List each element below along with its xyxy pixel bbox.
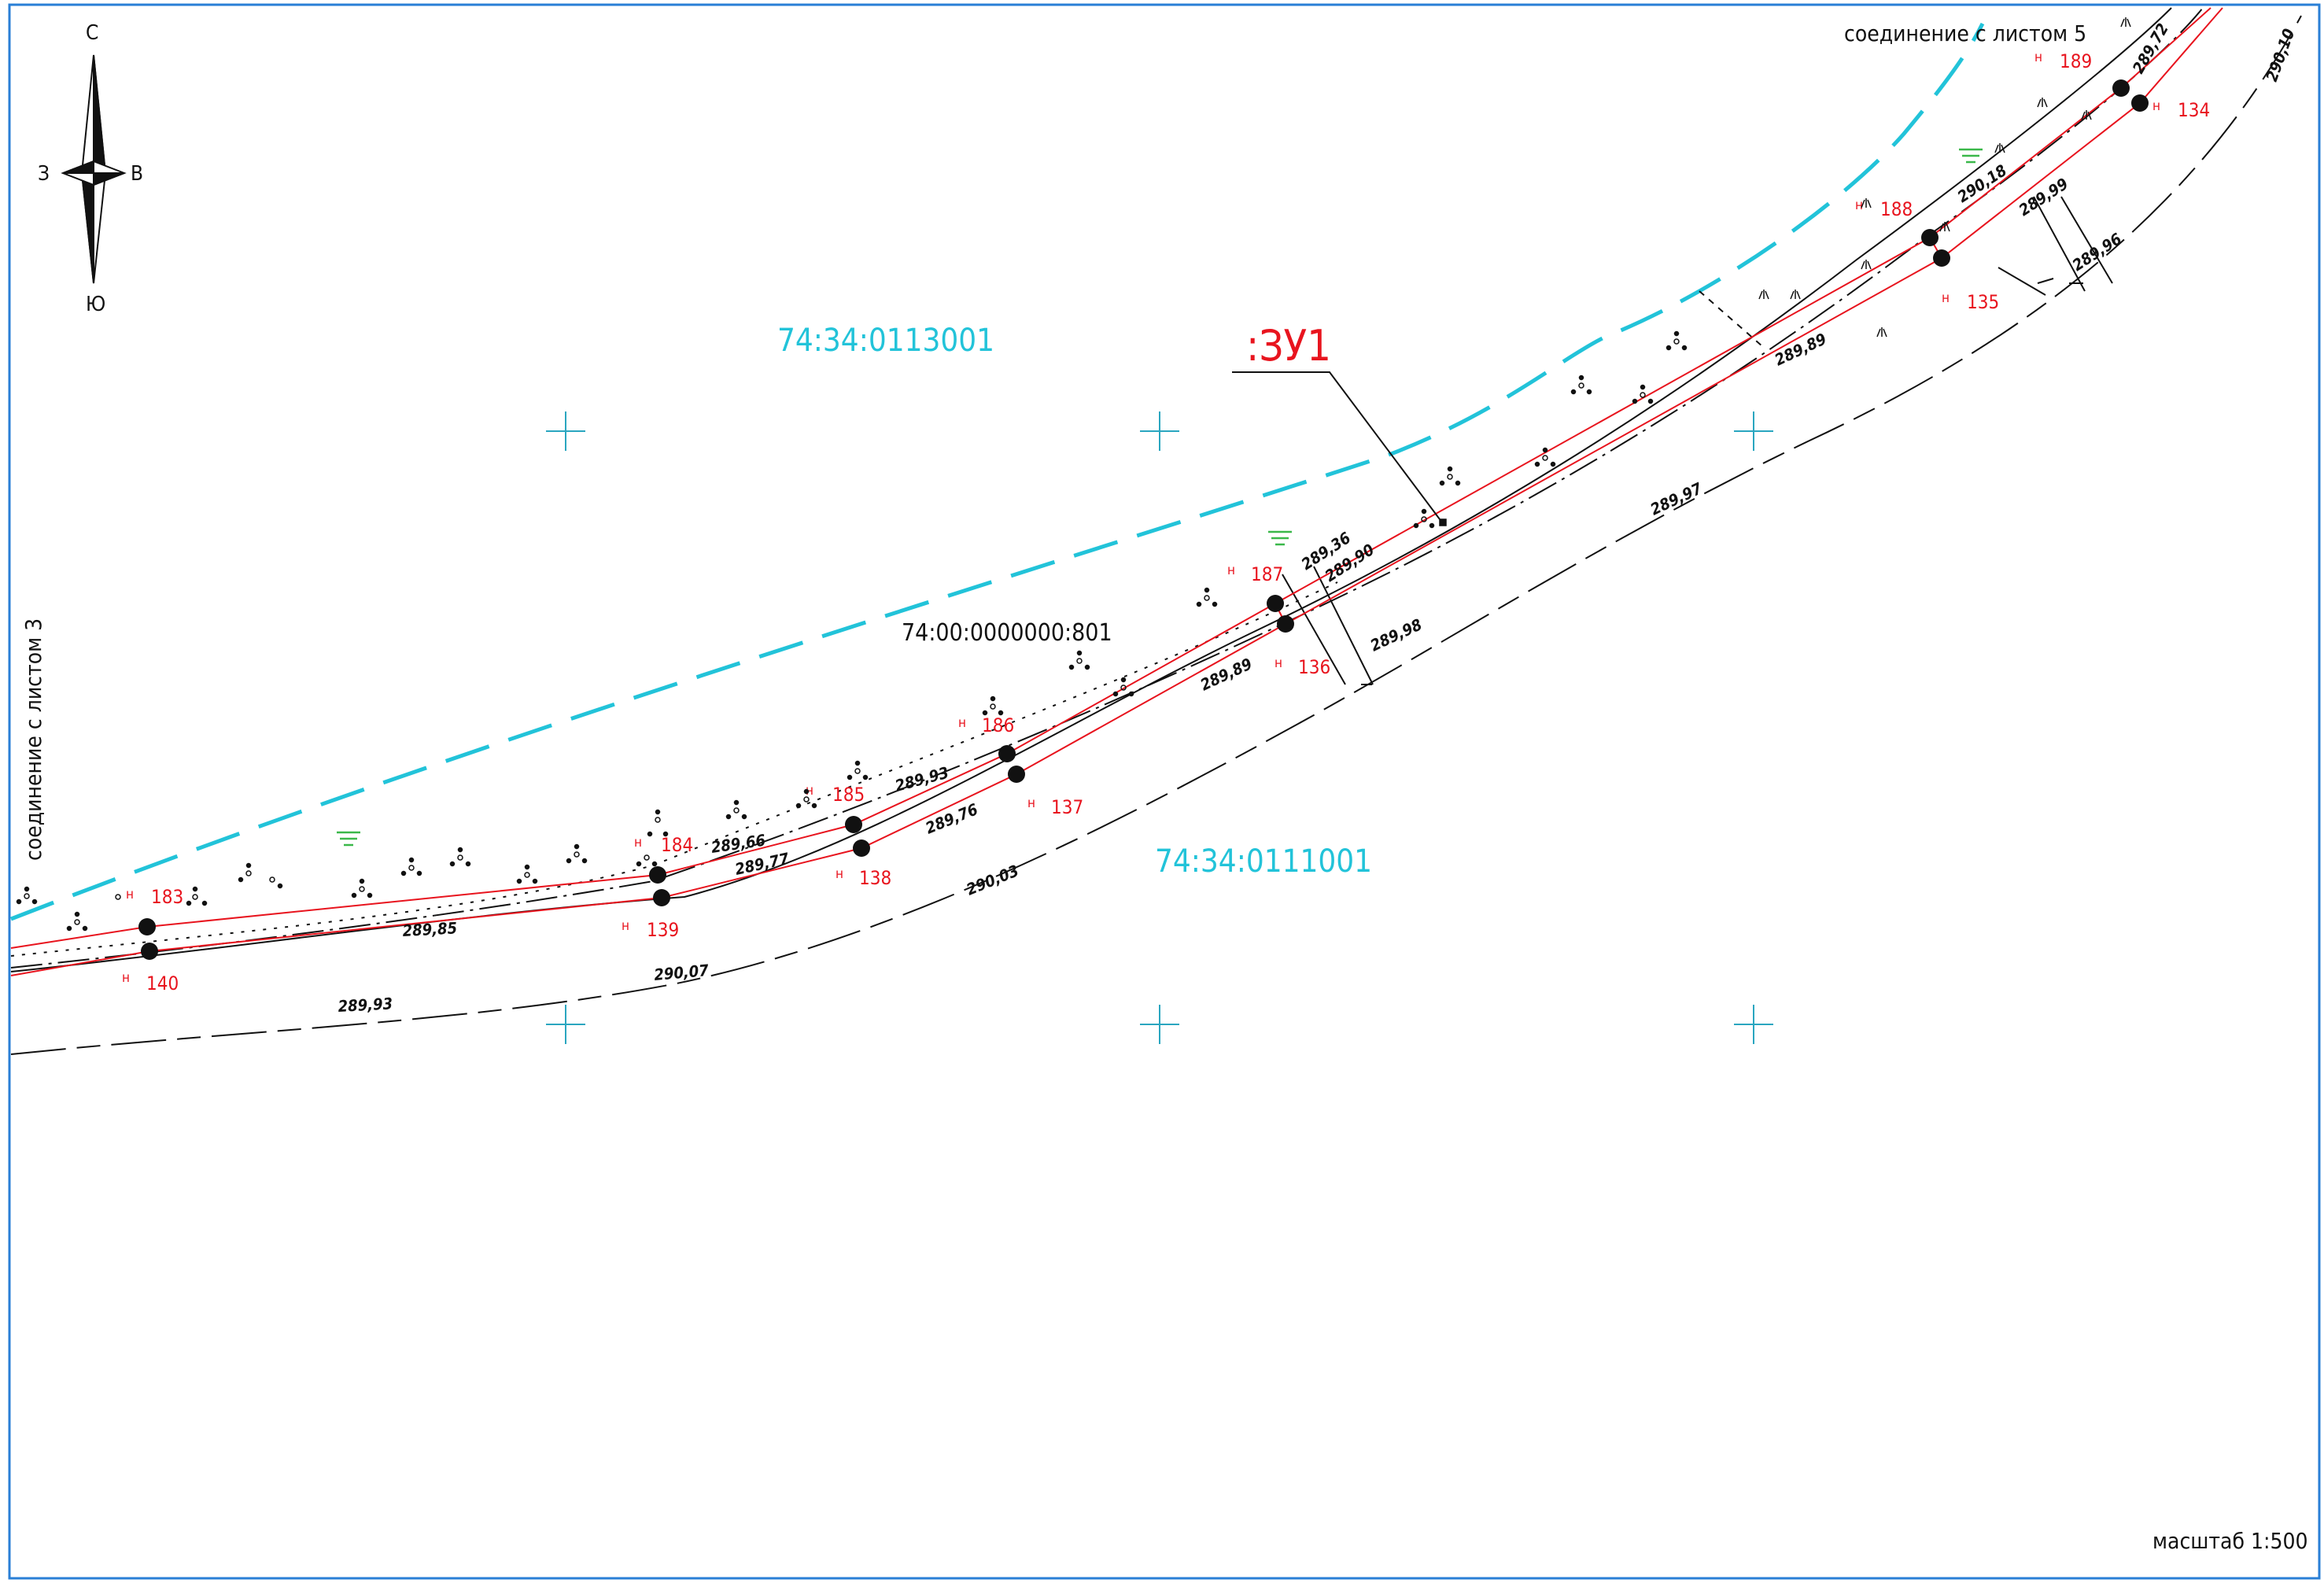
svg-text:н: н — [2034, 50, 2042, 65]
point-184 — [649, 866, 666, 884]
point-140 — [141, 943, 158, 960]
zone-label: :ЗУ1 — [1246, 321, 1331, 371]
quarter-boundary-line — [10, 22, 1985, 921]
svg-text:134: 134 — [2178, 99, 2210, 121]
svg-text:137: 137 — [1051, 796, 1083, 818]
point-186 — [998, 745, 1016, 762]
svg-text:138: 138 — [859, 867, 891, 889]
zone-leader-line — [1232, 371, 1441, 520]
point-139 — [653, 889, 670, 906]
svg-text:139: 139 — [647, 919, 679, 941]
svg-text:н: н — [806, 783, 813, 799]
connection-top-label: соединение с листом 5 — [1844, 20, 2086, 46]
svg-text:289,85: 289,85 — [402, 918, 458, 940]
svg-text:136: 136 — [1298, 656, 1330, 678]
svg-text:290,10: 290,10 — [2262, 26, 2298, 83]
compass-south-label: Ю — [86, 293, 105, 316]
svg-text:н: н — [634, 835, 642, 851]
svg-text:289,89: 289,89 — [1772, 329, 1829, 369]
svg-text:н: н — [836, 866, 843, 882]
svg-text:н: н — [126, 887, 134, 902]
point-189 — [2112, 79, 2130, 97]
svg-text:290,03: 290,03 — [964, 861, 1021, 899]
point-137 — [1008, 766, 1025, 783]
point-138 — [853, 839, 870, 857]
cadastral-parcel-label: 74:00:0000000:801 — [902, 619, 1112, 647]
land-plot-boundary — [10, 7, 2223, 976]
svg-text:186: 186 — [982, 714, 1014, 736]
point-187 — [1267, 595, 1284, 612]
svg-text:189: 189 — [2060, 50, 2092, 72]
point-135 — [1933, 249, 1950, 267]
grid-crosses — [546, 411, 1773, 1044]
svg-text:184: 184 — [661, 834, 693, 856]
svg-text:188: 188 — [1880, 198, 1913, 220]
cadastral-quarter-south: 74:34:0111001 — [1155, 843, 1372, 880]
svg-text:н: н — [958, 715, 966, 731]
point-188 — [1921, 229, 1939, 246]
svg-text:н: н — [1855, 197, 1863, 213]
map-frame — [8, 3, 2321, 1580]
north-arrow-icon — [61, 54, 127, 284]
svg-text:140: 140 — [146, 972, 179, 994]
cadastral-quarter-north: 74:34:0113001 — [777, 323, 994, 359]
svg-text:289,93: 289,93 — [893, 763, 950, 795]
boundary-points — [138, 79, 2149, 960]
point-136 — [1277, 615, 1294, 633]
svg-text:289,97: 289,97 — [1647, 478, 1706, 518]
svg-text:290,07: 290,07 — [653, 961, 710, 984]
svg-text:н: н — [622, 918, 629, 934]
svg-text:185: 185 — [832, 784, 865, 806]
svg-text:289,93: 289,93 — [338, 994, 393, 1016]
point-labels: н 183 н 184 н 185 н 186 н 187 н 188 н 189 н 134 … — [122, 50, 2210, 994]
svg-text:н: н — [1027, 795, 1035, 811]
svg-text:н: н — [1227, 563, 1235, 578]
vegetation-symbols — [16, 17, 2131, 932]
point-183 — [138, 918, 156, 935]
svg-text:н: н — [2152, 98, 2160, 114]
svg-text:183: 183 — [151, 886, 183, 908]
svg-text:н: н — [1275, 655, 1282, 671]
svg-text:289,98: 289,98 — [1367, 614, 1425, 655]
svg-text:289,96: 289,96 — [2069, 229, 2125, 275]
svg-text:289,66: 289,66 — [710, 831, 766, 857]
compass-north-label: С — [86, 21, 98, 45]
svg-text:187: 187 — [1251, 563, 1283, 585]
svg-text:н: н — [122, 970, 130, 986]
point-134 — [2131, 94, 2149, 112]
compass-east-label: В — [131, 162, 143, 186]
svg-text:289,99: 289,99 — [2016, 174, 2071, 220]
scale-label: масштаб 1:500 — [2152, 1528, 2308, 1554]
svg-text:н: н — [1942, 290, 1950, 306]
water-symbol-icons — [337, 148, 1983, 847]
svg-text:135: 135 — [1967, 291, 1999, 313]
compass-west-label: З — [38, 162, 50, 186]
point-185 — [845, 816, 862, 833]
connection-left-label: соединение с листом 3 — [20, 618, 46, 861]
